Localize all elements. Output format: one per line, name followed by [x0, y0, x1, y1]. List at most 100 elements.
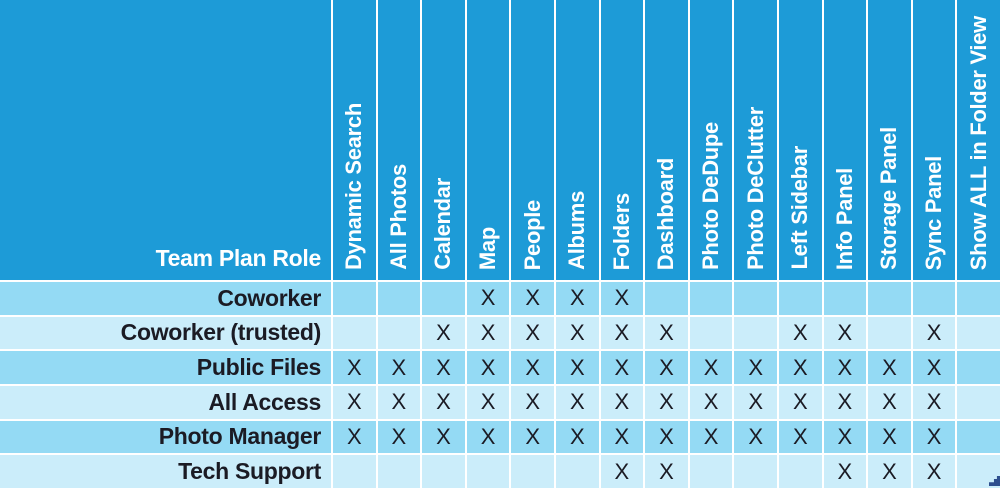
- cell-coworker-left-sidebar: [778, 282, 822, 315]
- cell-coworker-trusted-photo-declutter: [734, 316, 777, 350]
- row-label-coworker-trusted: Coworker (trusted): [0, 316, 331, 350]
- cell-tech-support-folders: X: [600, 455, 644, 488]
- cell-all-access-folders: X: [600, 386, 644, 419]
- cell-tech-support-calendar: [422, 455, 465, 488]
- cell-coworker-sync-panel: [912, 282, 956, 315]
- cell-coworker-trusted-dynamic-search: [333, 316, 376, 350]
- cell-coworker-trusted-show-all-in-folder-view: [957, 316, 1000, 350]
- column-header-label: Dynamic Search: [341, 103, 367, 270]
- cell-tech-support-all-photos: [377, 455, 421, 488]
- column-header-label: Info Panel: [831, 167, 857, 270]
- corner-header-team-plan-role: Team Plan Role: [0, 0, 331, 280]
- cell-coworker-trusted-folders: X: [600, 316, 644, 350]
- cell-photo-manager-storage-panel: X: [868, 420, 911, 454]
- cell-tech-support-info-panel: X: [823, 455, 867, 488]
- cell-photo-manager-map: X: [466, 420, 510, 454]
- cell-public-files-sync-panel: X: [912, 351, 956, 384]
- column-header-label: Dashboard: [653, 157, 679, 270]
- cell-coworker-trusted-sync-panel: X: [912, 316, 956, 350]
- cell-public-files-all-photos: X: [377, 351, 421, 384]
- column-header-storage-panel: Storage Panel: [868, 0, 911, 280]
- row-label-coworker: Coworker: [0, 282, 331, 315]
- cell-photo-manager-calendar: X: [422, 420, 465, 454]
- column-header-albums: Albums: [555, 0, 599, 280]
- cell-coworker-show-all-in-folder-view: [957, 282, 1000, 315]
- column-header-label: Map: [475, 226, 501, 270]
- column-header-show-all-in-folder-view: Show ALL in Folder View: [957, 0, 1000, 280]
- column-header-label: Folders: [608, 192, 634, 270]
- cell-coworker-trusted-storage-panel: [868, 316, 911, 350]
- cell-coworker-trusted-calendar: X: [422, 316, 465, 350]
- cell-photo-manager-people: X: [511, 420, 554, 454]
- cell-all-access-dynamic-search: X: [333, 386, 376, 419]
- cell-coworker-all-photos: [377, 282, 421, 315]
- cell-coworker-info-panel: [823, 282, 867, 315]
- column-header-label: Storage Panel: [876, 127, 902, 270]
- cell-photo-manager-dynamic-search: X: [333, 420, 376, 454]
- cell-coworker-albums: X: [555, 282, 599, 315]
- column-header-all-photos: All Photos: [377, 0, 421, 280]
- cell-coworker-map: X: [466, 282, 510, 315]
- column-header-label: Left Sidebar: [787, 146, 813, 270]
- cell-all-access-info-panel: X: [823, 386, 867, 419]
- cell-all-access-people: X: [511, 386, 554, 419]
- cell-coworker-trusted-people: X: [511, 316, 554, 350]
- column-header-photo-declutter: Photo DeClutter: [734, 0, 777, 280]
- cell-all-access-all-photos: X: [377, 386, 421, 419]
- cell-photo-manager-dashboard: X: [645, 420, 688, 454]
- cell-photo-manager-show-all-in-folder-view: [957, 420, 1000, 454]
- cell-all-access-map: X: [466, 386, 510, 419]
- cell-photo-manager-photo-declutter: X: [734, 420, 777, 454]
- cell-public-files-map: X: [466, 351, 510, 384]
- cell-coworker-trusted-info-panel: X: [823, 316, 867, 350]
- row-label-photo-manager: Photo Manager: [0, 420, 331, 454]
- cell-public-files-storage-panel: X: [868, 351, 911, 384]
- column-header-label: Photo DeClutter: [742, 107, 768, 270]
- row-label-all-access: All Access: [0, 386, 331, 419]
- cell-all-access-photo-declutter: X: [734, 386, 777, 419]
- cell-all-access-photo-dedupe: X: [689, 386, 733, 419]
- cell-tech-support-albums: [555, 455, 599, 488]
- cell-tech-support-left-sidebar: [778, 455, 822, 488]
- column-header-label: Calendar: [430, 178, 456, 270]
- cell-public-files-albums: X: [555, 351, 599, 384]
- cell-tech-support-dynamic-search: [333, 455, 376, 488]
- column-header-dashboard: Dashboard: [645, 0, 688, 280]
- cell-coworker-trusted-all-photos: [377, 316, 421, 350]
- cell-public-files-calendar: X: [422, 351, 465, 384]
- row-label-tech-support: Tech Support: [0, 455, 331, 488]
- cell-photo-manager-albums: X: [555, 420, 599, 454]
- cell-coworker-trusted-map: X: [466, 316, 510, 350]
- column-header-info-panel: Info Panel: [823, 0, 867, 280]
- cell-tech-support-photo-dedupe: [689, 455, 733, 488]
- cell-public-files-left-sidebar: X: [778, 351, 822, 384]
- column-header-label: Photo DeDupe: [698, 122, 724, 270]
- cell-public-files-photo-dedupe: X: [689, 351, 733, 384]
- cell-tech-support-dashboard: X: [645, 455, 688, 488]
- cell-coworker-people: X: [511, 282, 554, 315]
- cell-coworker-dashboard: [645, 282, 688, 315]
- column-header-label: People: [519, 199, 545, 270]
- cell-photo-manager-sync-panel: X: [912, 420, 956, 454]
- cell-tech-support-sync-panel: X: [912, 455, 956, 488]
- cell-coworker-photo-declutter: [734, 282, 777, 315]
- cell-photo-manager-folders: X: [600, 420, 644, 454]
- cell-coworker-trusted-photo-dedupe: [689, 316, 733, 350]
- cell-photo-manager-photo-dedupe: X: [689, 420, 733, 454]
- cell-coworker-storage-panel: [868, 282, 911, 315]
- cell-public-files-folders: X: [600, 351, 644, 384]
- cell-public-files-people: X: [511, 351, 554, 384]
- cell-public-files-show-all-in-folder-view: [957, 351, 1000, 384]
- cell-all-access-show-all-in-folder-view: [957, 386, 1000, 419]
- column-header-photo-dedupe: Photo DeDupe: [689, 0, 733, 280]
- cell-coworker-folders: X: [600, 282, 644, 315]
- corner-artifact-mark: [989, 476, 1000, 486]
- cell-public-files-dashboard: X: [645, 351, 688, 384]
- column-header-people: People: [511, 0, 554, 280]
- cell-coworker-trusted-dashboard: X: [645, 316, 688, 350]
- cell-tech-support-photo-declutter: [734, 455, 777, 488]
- cell-public-files-info-panel: X: [823, 351, 867, 384]
- cell-all-access-albums: X: [555, 386, 599, 419]
